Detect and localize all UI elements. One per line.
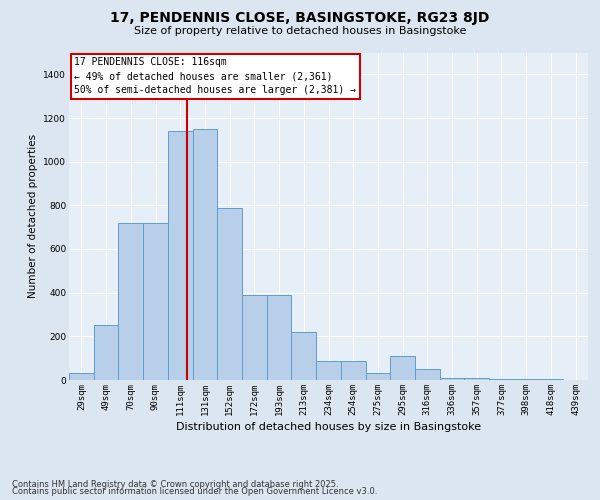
Bar xyxy=(292,332,316,380)
Bar xyxy=(193,129,217,380)
Bar xyxy=(118,223,143,380)
Text: 17, PENDENNIS CLOSE, BASINGSTOKE, RG23 8JD: 17, PENDENNIS CLOSE, BASINGSTOKE, RG23 8… xyxy=(110,11,490,25)
Text: Contains public sector information licensed under the Open Government Licence v3: Contains public sector information licen… xyxy=(12,487,377,496)
Bar xyxy=(489,379,514,380)
Bar xyxy=(94,326,118,380)
Bar xyxy=(143,223,168,380)
Bar xyxy=(267,295,292,380)
Y-axis label: Number of detached properties: Number of detached properties xyxy=(28,134,38,298)
Bar xyxy=(316,362,341,380)
Bar xyxy=(168,131,193,380)
Bar xyxy=(217,208,242,380)
Text: Contains HM Land Registry data © Crown copyright and database right 2025.: Contains HM Land Registry data © Crown c… xyxy=(12,480,338,489)
Bar xyxy=(464,378,489,380)
Text: Size of property relative to detached houses in Basingstoke: Size of property relative to detached ho… xyxy=(134,26,466,36)
Bar xyxy=(69,374,94,380)
Bar xyxy=(440,378,464,380)
Bar xyxy=(365,374,390,380)
Text: 17 PENDENNIS CLOSE: 116sqm
← 49% of detached houses are smaller (2,361)
50% of s: 17 PENDENNIS CLOSE: 116sqm ← 49% of deta… xyxy=(74,58,356,96)
Bar xyxy=(539,379,563,380)
Bar xyxy=(242,295,267,380)
Bar xyxy=(415,369,440,380)
Bar xyxy=(390,356,415,380)
Bar xyxy=(341,362,365,380)
X-axis label: Distribution of detached houses by size in Basingstoke: Distribution of detached houses by size … xyxy=(176,422,481,432)
Bar xyxy=(514,379,539,380)
